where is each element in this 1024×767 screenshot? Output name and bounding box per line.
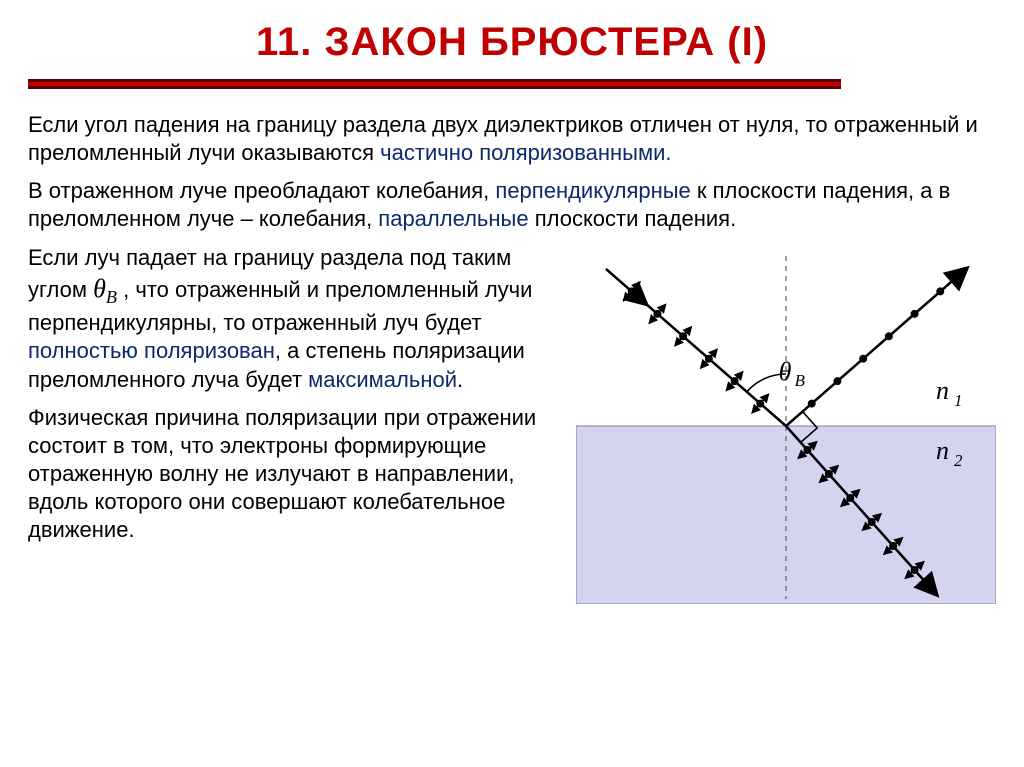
- paragraph-3: Если луч падает на границу раздела под т…: [28, 244, 562, 394]
- brewster-diagram: θBn1n2: [576, 244, 996, 604]
- para3-theta-post: ,: [117, 277, 129, 302]
- svg-text:1: 1: [954, 391, 962, 410]
- para1-highlight: частично поляризованными.: [380, 140, 671, 165]
- para3-hl2: максимальной: [308, 367, 457, 392]
- title-rule: [28, 79, 841, 89]
- para3-hl1: полностью поляризован: [28, 338, 275, 363]
- svg-text:n: n: [936, 376, 949, 405]
- para2-hl1: перпендикулярные: [495, 178, 690, 203]
- slide: 11. ЗАКОН БРЮСТЕРА (I) Если угол падения…: [0, 0, 1024, 767]
- slide-title: 11. ЗАКОН БРЮСТЕРА (I): [28, 20, 996, 65]
- para2-post: плоскости падения.: [529, 206, 737, 231]
- svg-text:n: n: [936, 436, 949, 465]
- right-column: θBn1n2: [576, 244, 996, 609]
- paragraph-2: В отраженном луче преобладают колебания,…: [28, 177, 996, 233]
- svg-text:B: B: [795, 371, 805, 390]
- para3-post: .: [457, 367, 463, 392]
- para2-pre: В отраженном луче преобладают колебания,: [28, 178, 495, 203]
- paragraph-1: Если угол падения на границу раздела дву…: [28, 111, 996, 167]
- paragraph-4: Физическая причина поляризации при отраж…: [28, 404, 562, 545]
- para2-hl2: параллельные: [378, 206, 528, 231]
- theta-symbol: θB: [93, 274, 117, 303]
- left-column: Если луч падает на границу раздела под т…: [28, 244, 562, 609]
- content-row: Если луч падает на границу раздела под т…: [28, 244, 996, 609]
- svg-text:θ: θ: [779, 357, 792, 386]
- svg-text:2: 2: [954, 451, 963, 470]
